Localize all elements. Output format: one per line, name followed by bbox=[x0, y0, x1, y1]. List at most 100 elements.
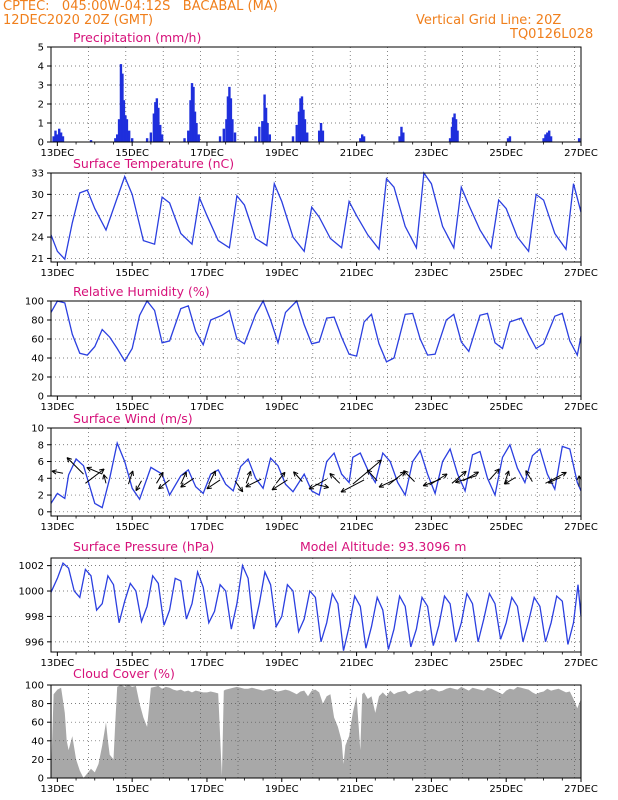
x-tick-label: 19DEC bbox=[265, 268, 299, 279]
precipitation-bar bbox=[114, 138, 117, 142]
wind-vector bbox=[329, 473, 341, 484]
precipitation-bar bbox=[225, 119, 228, 142]
precipitation-bar bbox=[295, 124, 298, 142]
y-tick-label: 80 bbox=[31, 316, 44, 327]
x-tick-label: 13DEC bbox=[40, 522, 74, 533]
series-line bbox=[50, 440, 582, 509]
y-tick-label: 40 bbox=[31, 354, 44, 365]
y-tick-label: 20 bbox=[31, 373, 44, 384]
precipitation-bar bbox=[264, 107, 268, 142]
y-tick-label: 3 bbox=[38, 81, 44, 92]
y-tick-label: 8 bbox=[38, 440, 44, 451]
x-tick-label: 17DEC bbox=[190, 148, 224, 159]
wind-arrowhead bbox=[128, 470, 134, 476]
precipitation-bar bbox=[229, 98, 233, 142]
y-tick-label: 100 bbox=[25, 297, 44, 308]
precipitation-bar bbox=[317, 130, 321, 142]
x-tick-label: 13DEC bbox=[40, 148, 74, 159]
wind-arrowhead bbox=[461, 470, 467, 476]
precipitation-bar bbox=[297, 111, 301, 142]
wind-vector bbox=[451, 470, 467, 484]
x-tick-label: 15DEC bbox=[115, 268, 149, 279]
x-tick-label: 25DEC bbox=[489, 784, 523, 795]
x-tick-label: 21DEC bbox=[340, 402, 374, 413]
wind-arrowhead bbox=[102, 474, 108, 480]
y-tick-label: 2 bbox=[38, 491, 44, 502]
precipitation-bar bbox=[124, 115, 127, 142]
wind-arrowhead bbox=[158, 484, 164, 490]
precipitation-bar bbox=[542, 138, 545, 142]
wind-arrowhead bbox=[561, 471, 567, 477]
x-tick-label: 27DEC bbox=[564, 402, 598, 413]
precipitation-bar bbox=[263, 94, 266, 142]
panel-title: Precipitation (mm/h) bbox=[73, 30, 201, 45]
precipitation-bar bbox=[187, 130, 190, 142]
panel-title: Relative Humidity (%) bbox=[73, 284, 210, 299]
wind-arrowhead bbox=[182, 471, 187, 478]
x-tick-label: 19DEC bbox=[265, 148, 299, 159]
precipitation-bar bbox=[258, 126, 261, 142]
wind-arrowhead bbox=[245, 482, 251, 488]
precipitation-bar bbox=[192, 86, 195, 142]
precipitation-bar bbox=[197, 134, 200, 142]
wind-arrowhead bbox=[180, 482, 186, 488]
x-tick-label: 27DEC bbox=[564, 522, 598, 533]
precipitation-bar bbox=[155, 98, 159, 142]
wind-vector bbox=[422, 478, 441, 487]
wind-vector bbox=[340, 479, 365, 493]
precipitation-bar bbox=[456, 130, 459, 142]
header-datetime: 12DEC2020 20Z (GMT) bbox=[3, 13, 154, 28]
panel-frame bbox=[50, 46, 582, 143]
wind-vector bbox=[293, 471, 303, 482]
x-tick-label: 25DEC bbox=[489, 148, 523, 159]
wind-arrowhead bbox=[51, 469, 57, 475]
wind-vector bbox=[103, 474, 107, 484]
x-tick-label: 27DEC bbox=[564, 148, 598, 159]
wind-vector bbox=[503, 470, 510, 485]
precipitation-bar bbox=[125, 119, 129, 142]
precipitation-bar bbox=[268, 134, 272, 142]
wind-arrowhead bbox=[376, 459, 382, 465]
precipitation-bar bbox=[183, 138, 186, 142]
wind-vector bbox=[180, 477, 195, 488]
x-tick-label: 23DEC bbox=[415, 658, 449, 669]
precipitation-bar bbox=[122, 100, 126, 142]
x-tick-label: 13DEC bbox=[40, 784, 74, 795]
precipitation-bar bbox=[89, 140, 93, 142]
precipitation-bar bbox=[117, 119, 121, 142]
wind-arrowhead bbox=[378, 482, 385, 488]
precipitation-bar bbox=[61, 136, 65, 142]
precipitation-bar bbox=[233, 132, 237, 142]
panel-title: Surface Wind (m/s) bbox=[73, 411, 193, 426]
x-tick-label: 15DEC bbox=[115, 658, 149, 669]
wind-arrowhead bbox=[473, 471, 479, 477]
precipitation-bar bbox=[218, 136, 222, 142]
wind-arrowhead bbox=[547, 478, 554, 484]
wind-vector bbox=[206, 479, 221, 490]
panel-frame bbox=[50, 172, 582, 263]
precipitation-bar bbox=[121, 73, 124, 142]
precipitation-bar bbox=[454, 119, 458, 142]
precipitation-bar bbox=[302, 109, 305, 142]
x-tick-label: 15DEC bbox=[115, 522, 149, 533]
precipitation-bar bbox=[193, 111, 197, 142]
model-altitude-label: Model Altitude: 93.3096 m bbox=[300, 539, 466, 554]
wind-arrowhead bbox=[158, 471, 164, 478]
wind-arrowhead bbox=[442, 473, 448, 479]
precipitation-bar bbox=[508, 136, 512, 142]
wind-vector bbox=[156, 472, 164, 484]
precipitation-bar bbox=[402, 132, 405, 142]
panel-background bbox=[51, 47, 581, 142]
x-tick-label: 27DEC bbox=[564, 268, 598, 279]
precipitation-bar bbox=[299, 98, 302, 142]
precipitation-bar bbox=[254, 136, 257, 142]
wind-arrowhead bbox=[206, 484, 212, 490]
y-tick-label: 1002 bbox=[19, 561, 44, 572]
panel-title: Surface Temperature (nC) bbox=[73, 156, 234, 171]
y-tick-label: 0 bbox=[38, 392, 44, 403]
panel-frame bbox=[50, 427, 582, 517]
wind-vector bbox=[271, 479, 288, 491]
x-tick-label: 25DEC bbox=[489, 522, 523, 533]
precipitation-bar bbox=[362, 136, 366, 142]
precipitation-bar bbox=[306, 132, 309, 142]
